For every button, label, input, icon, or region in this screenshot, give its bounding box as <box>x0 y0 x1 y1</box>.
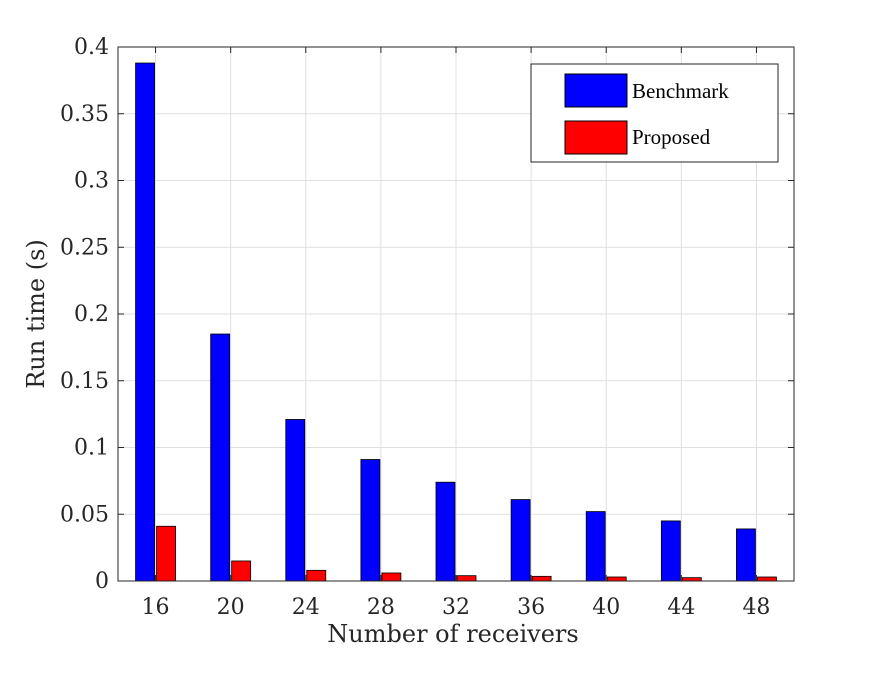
bar-proposed-40 <box>606 576 627 582</box>
y-tick-label: 0.3 <box>74 169 109 194</box>
bar-benchmark-48 <box>736 528 756 582</box>
bar-proposed-16 <box>156 525 176 582</box>
ticks-group <box>118 46 794 582</box>
grid-lines <box>118 47 794 581</box>
legend-label-proposed: Proposed <box>632 125 711 149</box>
bar-proposed-20 <box>231 560 252 582</box>
bar-benchmark-36 <box>510 499 531 582</box>
bar-benchmark-24 <box>285 419 306 582</box>
legend: Benchmark Proposed <box>530 63 779 163</box>
bar-benchmark-40 <box>585 511 606 582</box>
bar-proposed-48 <box>757 576 777 582</box>
legend-label-benchmark: Benchmark <box>632 79 729 103</box>
x-tick-label: 36 <box>517 595 545 620</box>
bars-group <box>135 62 777 582</box>
bar-proposed-44 <box>681 577 702 582</box>
bar-benchmark-16 <box>135 62 155 582</box>
legend-swatch-benchmark <box>564 73 628 108</box>
y-tick-label: 0.2 <box>74 302 109 327</box>
y-tick-label: 0.35 <box>60 102 109 127</box>
x-tick-label: 48 <box>742 595 770 620</box>
y-tick-label: 0.1 <box>74 436 109 461</box>
x-tick-label: 16 <box>142 595 170 620</box>
x-axis-label: Number of receivers <box>327 620 578 648</box>
y-tick-label: 0.25 <box>60 235 109 260</box>
bar-proposed-32 <box>456 575 477 582</box>
x-tick-label: 20 <box>217 595 245 620</box>
x-tick-labels: 16 20 24 28 32 36 40 44 48 <box>142 595 771 620</box>
x-tick-label: 40 <box>592 595 620 620</box>
y-tick-labels: 0 0.05 0.1 0.15 0.2 0.25 0.3 0.35 0.4 <box>60 35 109 594</box>
bar-proposed-28 <box>381 572 402 582</box>
x-tick-label: 24 <box>292 595 320 620</box>
x-tick-label: 32 <box>442 595 470 620</box>
bar-benchmark-28 <box>360 459 381 582</box>
x-tick-label: 44 <box>667 595 695 620</box>
bar-benchmark-32 <box>435 481 456 582</box>
bar-proposed-24 <box>306 569 327 582</box>
y-tick-label: 0.4 <box>74 35 109 60</box>
bar-proposed-36 <box>531 575 552 582</box>
y-tick-label: 0.15 <box>60 369 109 394</box>
bar-benchmark-44 <box>660 520 681 582</box>
y-axis-label: Run time (s) <box>22 239 50 389</box>
y-tick-label: 0.05 <box>60 502 109 527</box>
bar-benchmark-20 <box>210 333 231 582</box>
y-tick-label: 0 <box>95 569 109 594</box>
x-tick-label: 28 <box>367 595 395 620</box>
legend-swatch-proposed <box>564 120 628 155</box>
